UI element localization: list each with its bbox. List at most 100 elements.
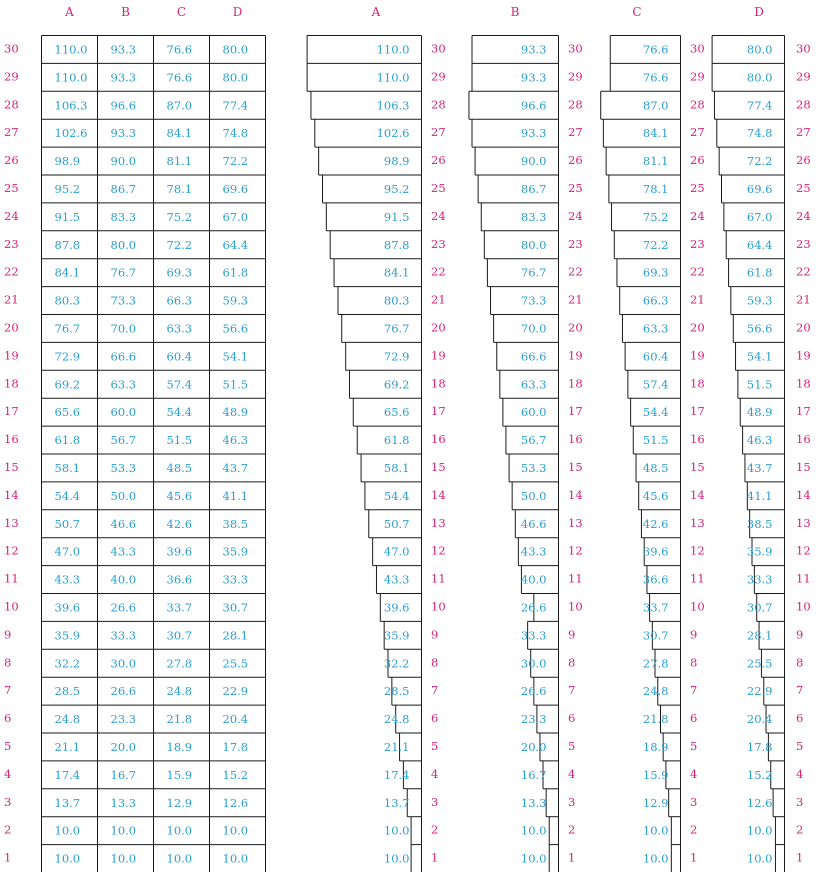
- bar-value: 83.3: [521, 210, 547, 224]
- bar-value: 10.0: [384, 824, 410, 838]
- table-cell: 54.4: [167, 405, 193, 419]
- row-number-left: 15: [4, 460, 19, 474]
- row-number: 30: [568, 41, 583, 55]
- row-number: 28: [431, 97, 446, 111]
- row-number: 11: [568, 572, 583, 586]
- table-cell: 24.8: [167, 684, 193, 698]
- row-number: 8: [568, 655, 575, 669]
- row-number: 14: [568, 488, 583, 502]
- table-cell: 43.7: [223, 461, 249, 475]
- row-number: 2: [690, 823, 697, 837]
- row-number: 4: [690, 767, 697, 781]
- table-cell: 93.3: [111, 70, 137, 84]
- table-header-a: A: [64, 5, 74, 19]
- table-cell: 76.7: [55, 321, 81, 335]
- row-number: 1: [796, 851, 803, 865]
- table-cell: 58.1: [55, 461, 81, 475]
- bar-value: 26.6: [521, 684, 547, 698]
- row-number: 29: [796, 69, 811, 83]
- bar-value: 80.0: [521, 238, 547, 252]
- table-cell: 90.0: [111, 154, 137, 168]
- bar-value: 48.9: [747, 405, 773, 419]
- row-number: 3: [431, 795, 438, 809]
- bar-value: 30.7: [747, 600, 773, 614]
- bar-value: 39.6: [643, 545, 669, 559]
- row-number: 7: [431, 683, 438, 697]
- row-number: 26: [796, 153, 811, 167]
- row-number-left: 24: [4, 209, 19, 223]
- bar-value: 80.0: [747, 42, 773, 56]
- table-cell: 84.1: [167, 126, 193, 140]
- table-cell: 33.3: [223, 573, 249, 587]
- table-cell: 43.3: [111, 545, 137, 559]
- row-number: 3: [796, 795, 803, 809]
- table-cell: 73.3: [111, 294, 137, 308]
- row-number-left: 27: [4, 125, 19, 139]
- bar-value: 15.9: [643, 768, 669, 782]
- table-cell: 10.0: [55, 824, 81, 838]
- table-cell: 22.9: [223, 684, 249, 698]
- table-cell: 30.7: [223, 600, 249, 614]
- bar-value: 33.3: [521, 628, 547, 642]
- bar-value: 21.1: [384, 740, 410, 754]
- row-number: 12: [568, 544, 583, 558]
- bar-value: 12.6: [747, 796, 773, 810]
- bar-value: 13.7: [384, 796, 410, 810]
- row-number: 6: [431, 711, 438, 725]
- row-number: 8: [431, 655, 438, 669]
- row-number: 6: [796, 711, 803, 725]
- bar-value: 40.0: [521, 573, 547, 587]
- bar-value: 25.5: [747, 656, 773, 670]
- bar-value: 81.1: [643, 154, 669, 168]
- bar-value: 66.6: [521, 349, 547, 363]
- bar-value: 18.9: [643, 740, 669, 754]
- bar-value: 54.1: [747, 349, 773, 363]
- row-number: 5: [690, 739, 697, 753]
- row-number: 16: [568, 432, 583, 446]
- row-number: 23: [796, 237, 811, 251]
- bar-value: 50.0: [521, 489, 547, 503]
- row-number: 24: [690, 209, 705, 223]
- bar-value: 102.6: [377, 126, 410, 140]
- table-cell: 24.8: [55, 712, 81, 726]
- row-number: 18: [568, 376, 583, 390]
- bar-value: 90.0: [521, 154, 547, 168]
- bar-value: 27.8: [643, 656, 669, 670]
- table-cell: 80.0: [111, 238, 137, 252]
- row-number: 5: [796, 739, 803, 753]
- bar-value: 56.7: [521, 433, 547, 447]
- row-number: 20: [690, 320, 705, 334]
- row-number: 15: [568, 460, 583, 474]
- row-number: 14: [690, 488, 705, 502]
- table-cell: 63.3: [111, 377, 137, 391]
- diagram-header-b: B: [511, 5, 520, 19]
- row-number: 8: [796, 655, 803, 669]
- table-cell: 54.1: [223, 349, 249, 363]
- bar-value: 48.5: [643, 461, 669, 475]
- table-cell: 63.3: [167, 321, 193, 335]
- bar-value: 10.0: [384, 852, 410, 866]
- bar-value: 38.5: [747, 517, 773, 531]
- table-cell: 26.6: [111, 600, 137, 614]
- row-number: 19: [690, 348, 705, 362]
- bar-value: 84.1: [384, 266, 410, 280]
- row-number: 11: [690, 572, 705, 586]
- bar-value: 98.9: [384, 154, 410, 168]
- row-number: 25: [431, 181, 446, 195]
- bar-value: 23.3: [521, 712, 547, 726]
- bar-value: 72.9: [384, 349, 410, 363]
- table-cell: 96.6: [111, 98, 137, 112]
- table-cell: 80.3: [55, 294, 81, 308]
- table-cell: 74.8: [223, 126, 249, 140]
- row-number: 30: [690, 41, 705, 55]
- row-number: 14: [796, 488, 811, 502]
- row-number: 7: [796, 683, 803, 697]
- row-number: 3: [568, 795, 575, 809]
- bar-value: 21.8: [643, 712, 669, 726]
- row-number-left: 18: [4, 376, 19, 390]
- bar-value: 16.7: [521, 768, 547, 782]
- row-number-left: 19: [4, 348, 19, 362]
- table-cell: 15.2: [223, 768, 249, 782]
- bar-value: 110.0: [377, 42, 410, 56]
